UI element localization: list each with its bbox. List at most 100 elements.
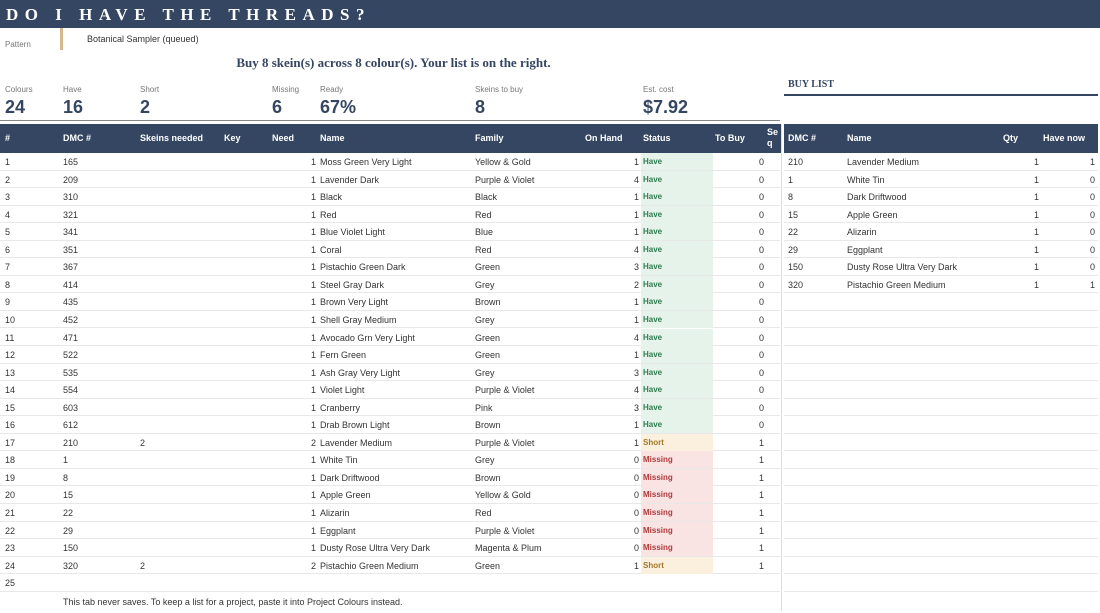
col-skeins-needed[interactable]: Skeins needed xyxy=(140,133,204,143)
status-cell-bg xyxy=(641,275,713,293)
buy-list-row[interactable]: 29 Eggplant 1 0 xyxy=(784,241,1098,259)
cell-name: Brown Very Light xyxy=(320,297,389,308)
cell-num: 6 xyxy=(5,244,11,255)
table-row[interactable]: 10 452 1 Shell Gray Medium Grey 1 Have 0 xyxy=(0,310,780,329)
cell-tobuy: 0 xyxy=(758,350,764,361)
col-on-hand[interactable]: On Hand xyxy=(585,133,623,143)
cell-skeins: 2 xyxy=(140,437,146,448)
title-banner: DO I HAVE THE THREADS? xyxy=(0,0,1100,28)
cell-tobuy: 1 xyxy=(758,437,764,448)
col-key[interactable]: Key xyxy=(224,133,241,143)
table-row[interactable]: 21 22 1 Alizarin Red 0 Missing 1 xyxy=(0,504,780,522)
buy-col-dmc[interactable]: DMC # xyxy=(788,133,817,143)
table-row[interactable]: 25 xyxy=(0,574,780,592)
status-cell-bg xyxy=(641,310,713,328)
cell-dmc: 341 xyxy=(63,227,79,238)
table-row[interactable]: 15 603 1 Cranberry Pink 3 Have 0 xyxy=(0,398,780,417)
table-row[interactable]: 20 15 1 Apple Green Yellow & Gold 0 Missing 1 xyxy=(0,486,780,504)
buy-list-row[interactable]: 320 Pistachio Green Medium 1 1 xyxy=(784,276,1098,294)
cell-num: 7 xyxy=(5,262,11,273)
table-row[interactable]: 23 150 1 Dusty Rose Ultra Very Dark Magenta … xyxy=(0,539,780,557)
buy-list-row[interactable]: 1 White Tin 1 0 xyxy=(784,171,1098,189)
cell-onhand: 0 xyxy=(633,490,639,501)
status-cell-bg xyxy=(641,205,713,223)
table-row[interactable]: 14 554 1 Violet Light Purple & Violet 4 Have 0 xyxy=(0,381,780,399)
stat-have-label: Have xyxy=(63,85,82,94)
buy-col-qty[interactable]: Qty xyxy=(1003,133,1019,143)
cell-num: 23 xyxy=(5,543,16,554)
status-cell-bg xyxy=(641,170,713,188)
page-title: DO I HAVE THE THREADS? xyxy=(6,5,372,24)
table-row[interactable]: 5 341 1 Blue Violet Light Blue 1 Have 0 xyxy=(0,223,780,241)
cell-dmc: 414 xyxy=(63,279,79,290)
table-row[interactable]: 19 8 1 Dark Driftwood Brown 0 Missing 1 xyxy=(0,468,780,487)
cell-onhand: 1 xyxy=(633,157,639,167)
cell-need: 1 xyxy=(310,192,316,203)
col-name[interactable]: Name xyxy=(320,133,345,143)
col-need[interactable]: Need xyxy=(272,133,295,143)
cell-name: Alizarin xyxy=(320,508,350,518)
table-row[interactable]: 9 435 1 Brown Very Light Brown 1 Have 0 xyxy=(0,293,780,311)
table-row[interactable]: 1 165 1 Moss Green Very Light Yellow & Gold 1… xyxy=(0,153,780,171)
col-dmc[interactable]: DMC # xyxy=(63,133,92,143)
table-row[interactable]: 17 210 2 2 Lavender Medium Purple & Violet 1 Sh… xyxy=(0,433,780,452)
cell-dmc: 320 xyxy=(63,560,79,571)
buy-cell-dmc: 210 xyxy=(788,157,804,167)
col-status[interactable]: Status xyxy=(643,133,671,143)
buy-cell-have: 0 xyxy=(1089,192,1095,203)
cell-num: 17 xyxy=(5,437,16,448)
stats-rule xyxy=(0,120,780,121)
table-row[interactable]: 11 471 1 Avocado Grn Very Light Green 4 Have 0 xyxy=(0,328,780,346)
cell-onhand: 1 xyxy=(633,209,639,220)
col-family[interactable]: Family xyxy=(475,133,504,143)
table-row[interactable]: 8 414 1 Steel Gray Dark Grey 2 Have 0 xyxy=(0,275,780,294)
cell-tobuy: 1 xyxy=(758,525,764,536)
table-row[interactable]: 7 367 1 Pistachio Green Dark Green 3 Have 0 xyxy=(0,258,780,276)
buy-list-empty-row xyxy=(784,399,1098,417)
cell-name: Drab Brown Light xyxy=(320,420,390,431)
col-seq[interactable]: Se q xyxy=(767,127,779,148)
cell-onhand: 2 xyxy=(633,279,639,290)
buy-cell-dmc: 22 xyxy=(788,227,799,238)
buy-col-have-now[interactable]: Have now xyxy=(1043,133,1086,143)
thread-table-header xyxy=(0,124,781,153)
buy-list-row[interactable]: 210 Lavender Medium 1 1 xyxy=(784,153,1098,171)
status-cell-bg xyxy=(641,363,713,381)
table-row[interactable]: 6 351 1 Coral Red 4 Have 0 xyxy=(0,240,780,259)
buy-list-row[interactable]: 22 Alizarin 1 0 xyxy=(784,223,1098,241)
buy-cell-dmc: 320 xyxy=(788,279,804,290)
table-row[interactable]: 24 320 2 2 Pistachio Green Medium Green 1 Short… xyxy=(0,556,780,575)
cell-need: 1 xyxy=(310,227,316,238)
cell-name: Lavender Dark xyxy=(320,174,380,185)
buy-list-row[interactable]: 150 Dusty Rose Ultra Very Dark 1 0 xyxy=(784,258,1098,276)
pattern-field[interactable] xyxy=(60,28,224,50)
table-row[interactable]: 4 321 1 Red Red 1 Have 0 xyxy=(0,205,780,224)
status-badge: Have xyxy=(643,297,663,307)
buy-list-empty-row xyxy=(784,311,1098,329)
table-row[interactable]: 22 29 1 Eggplant Purple & Violet 0 Missing 1 xyxy=(0,521,780,540)
buy-cell-name: White Tin xyxy=(847,174,885,185)
col-num[interactable]: # xyxy=(5,133,11,143)
cell-family: Grey xyxy=(475,314,495,325)
buy-list-empty-row xyxy=(784,381,1098,399)
cell-family: Green xyxy=(475,332,501,343)
table-row[interactable]: 13 535 1 Ash Gray Very Light Grey 3 Have 0 xyxy=(0,363,780,382)
cell-tobuy: 0 xyxy=(758,157,764,167)
table-row[interactable]: 16 612 1 Drab Brown Light Brown 1 Have 0 xyxy=(0,416,780,434)
buy-list-row[interactable]: 15 Apple Green 1 0 xyxy=(784,206,1098,224)
table-row[interactable]: 2 209 1 Lavender Dark Purple & Violet 4 Have 0 xyxy=(0,170,780,189)
table-row[interactable]: 3 310 1 Black Black 1 Have 0 xyxy=(0,188,780,206)
buy-list-empty-row xyxy=(784,504,1098,522)
stat-skeins-label: Skeins to buy xyxy=(475,85,524,94)
table-row[interactable]: 12 522 1 Fern Green Green 1 Have 0 xyxy=(0,346,780,364)
cell-onhand: 1 xyxy=(633,192,639,203)
status-cell-bg xyxy=(641,258,713,276)
table-row[interactable]: 18 1 1 White Tin Grey 0 Missing 1 xyxy=(0,451,780,469)
cell-need: 1 xyxy=(310,297,316,308)
col-to-buy[interactable]: To Buy xyxy=(715,133,745,143)
buy-list-row[interactable]: 8 Dark Driftwood 1 0 xyxy=(784,188,1098,206)
cell-tobuy: 1 xyxy=(758,543,764,554)
cell-dmc: 535 xyxy=(63,367,79,378)
cell-onhand: 0 xyxy=(633,543,639,554)
buy-col-name[interactable]: Name xyxy=(847,133,872,143)
